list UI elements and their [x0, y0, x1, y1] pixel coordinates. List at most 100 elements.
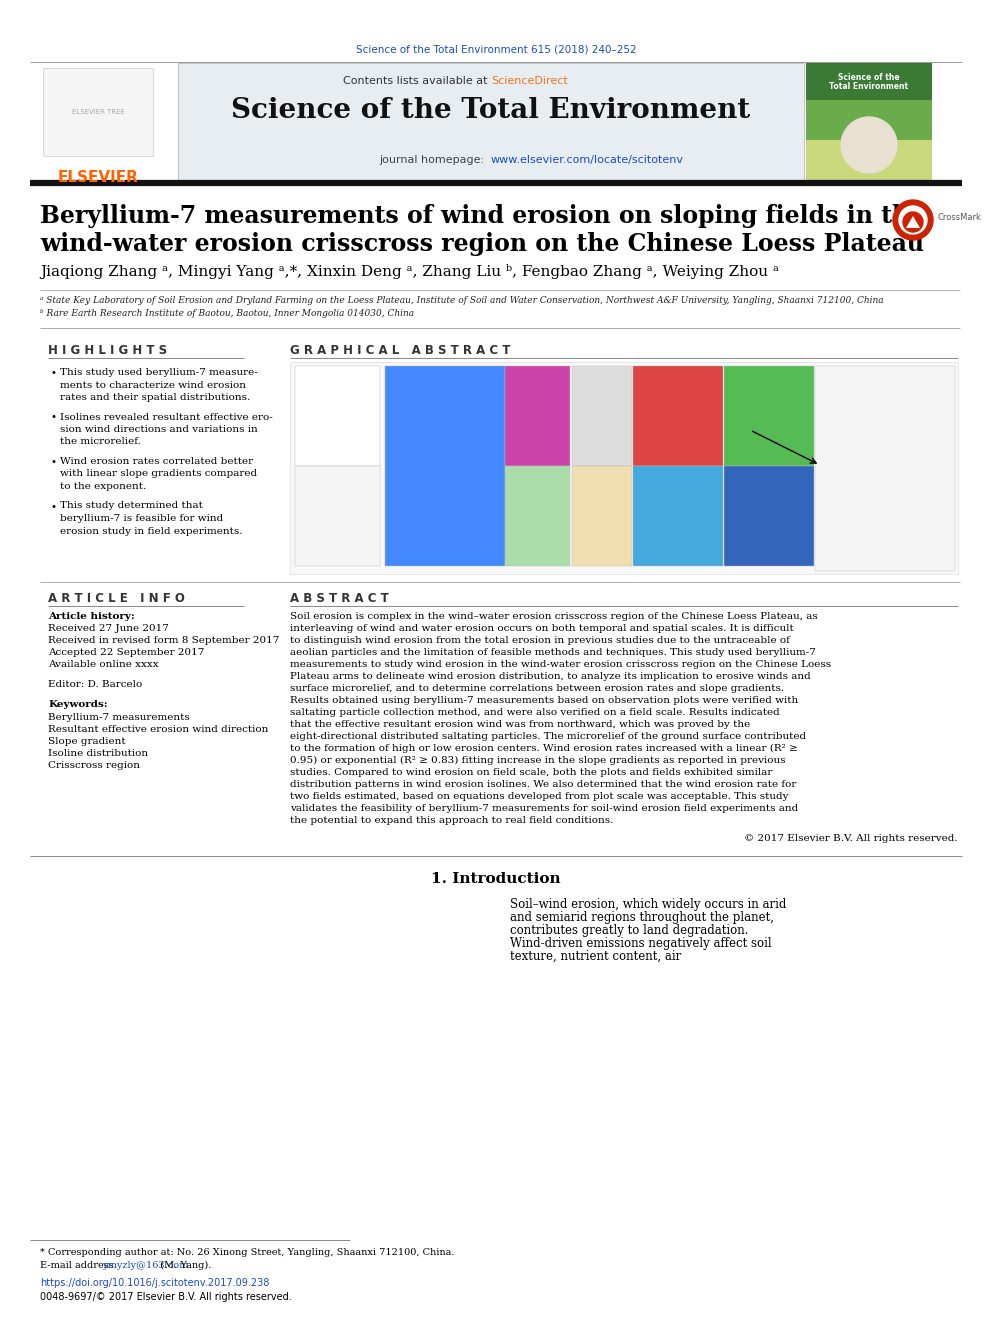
- Text: Contents lists available at: Contents lists available at: [343, 75, 491, 86]
- FancyBboxPatch shape: [572, 366, 632, 466]
- Text: G R A P H I C A L   A B S T R A C T: G R A P H I C A L A B S T R A C T: [290, 344, 510, 357]
- FancyBboxPatch shape: [30, 64, 178, 181]
- FancyBboxPatch shape: [505, 466, 570, 566]
- FancyBboxPatch shape: [572, 466, 632, 566]
- Text: 0.95) or exponential (R² ≥ 0.83) fitting increase in the slope gradients as repo: 0.95) or exponential (R² ≥ 0.83) fitting…: [290, 755, 786, 765]
- Text: surface microrelief, and to determine correlations between erosion rates and slo: surface microrelief, and to determine co…: [290, 684, 784, 693]
- Text: Results obtained using beryllium-7 measurements based on observation plots were : Results obtained using beryllium-7 measu…: [290, 696, 799, 705]
- Text: Wind erosion rates correlated better: Wind erosion rates correlated better: [60, 456, 253, 466]
- Text: Editor: D. Barcelo: Editor: D. Barcelo: [48, 680, 142, 689]
- Text: 0048-9697/© 2017 Elsevier B.V. All rights reserved.: 0048-9697/© 2017 Elsevier B.V. All right…: [40, 1293, 292, 1302]
- Text: Slope gradient: Slope gradient: [48, 737, 126, 746]
- Text: saltating particle collection method, and were also verified on a field scale. R: saltating particle collection method, an…: [290, 708, 780, 717]
- Text: aeolian particles and the limitation of feasible methods and techniques. This st: aeolian particles and the limitation of …: [290, 648, 815, 658]
- Text: the microrelief.: the microrelief.: [60, 438, 141, 446]
- Circle shape: [903, 212, 923, 232]
- Text: Plateau arms to delineate wind erosion distribution, to analyze its implication : Plateau arms to delineate wind erosion d…: [290, 672, 810, 681]
- FancyBboxPatch shape: [295, 366, 380, 466]
- Text: to distinguish wind erosion from the total erosion in previous studies due to th: to distinguish wind erosion from the tot…: [290, 636, 790, 646]
- Text: ᵃ State Key Laboratory of Soil Erosion and Dryland Farming on the Loess Plateau,: ᵃ State Key Laboratory of Soil Erosion a…: [40, 296, 884, 306]
- Text: Science of the: Science of the: [838, 73, 900, 82]
- Polygon shape: [906, 216, 920, 228]
- Text: to the exponent.: to the exponent.: [60, 482, 146, 491]
- Text: E-mail address:: E-mail address:: [40, 1261, 120, 1270]
- FancyBboxPatch shape: [806, 140, 932, 181]
- Text: Total Environment: Total Environment: [829, 82, 909, 91]
- FancyBboxPatch shape: [806, 101, 932, 181]
- Text: Isoline distribution: Isoline distribution: [48, 749, 148, 758]
- Text: ymyzly@163.com: ymyzly@163.com: [102, 1261, 188, 1270]
- Text: CrossMark: CrossMark: [938, 213, 982, 222]
- Text: https://doi.org/10.1016/j.scitotenv.2017.09.238: https://doi.org/10.1016/j.scitotenv.2017…: [40, 1278, 270, 1289]
- Text: ELSEVIER TREE: ELSEVIER TREE: [71, 108, 124, 115]
- Text: contributes greatly to land degradation.: contributes greatly to land degradation.: [510, 923, 749, 937]
- FancyBboxPatch shape: [43, 67, 153, 156]
- Text: Isolines revealed resultant effective ero-: Isolines revealed resultant effective er…: [60, 413, 273, 422]
- Text: distribution patterns in wind erosion isolines. We also determined that the wind: distribution patterns in wind erosion is…: [290, 781, 797, 789]
- Text: Crisscross region: Crisscross region: [48, 761, 140, 770]
- Text: www.elsevier.com/locate/scitotenv: www.elsevier.com/locate/scitotenv: [491, 155, 684, 165]
- Text: two fields estimated, based on equations developed from plot scale was acceptabl: two fields estimated, based on equations…: [290, 792, 789, 800]
- Text: Available online xxxx: Available online xxxx: [48, 660, 159, 669]
- Text: texture, nutrient content, air: texture, nutrient content, air: [510, 950, 682, 963]
- Text: © 2017 Elsevier B.V. All rights reserved.: © 2017 Elsevier B.V. All rights reserved…: [744, 833, 958, 843]
- Text: ELSEVIER: ELSEVIER: [58, 169, 139, 185]
- Text: •: •: [50, 501, 56, 512]
- Text: to the formation of high or low erosion centers. Wind erosion rates increased wi: to the formation of high or low erosion …: [290, 744, 798, 753]
- Text: validates the feasibility of beryllium-7 measurements for soil-wind erosion fiel: validates the feasibility of beryllium-7…: [290, 804, 799, 814]
- Text: Received 27 June 2017: Received 27 June 2017: [48, 624, 169, 632]
- FancyBboxPatch shape: [806, 64, 932, 181]
- Text: Wind-driven emissions negatively affect soil: Wind-driven emissions negatively affect …: [510, 937, 772, 950]
- Text: Beryllium-7 measurements of wind erosion on sloping fields in the: Beryllium-7 measurements of wind erosion…: [40, 204, 925, 228]
- Text: wind-water erosion crisscross region on the Chinese Loess Plateau: wind-water erosion crisscross region on …: [40, 232, 924, 255]
- Text: erosion study in field experiments.: erosion study in field experiments.: [60, 527, 242, 536]
- Text: Soil erosion is complex in the wind–water erosion crisscross region of the Chine: Soil erosion is complex in the wind–wate…: [290, 613, 817, 620]
- Text: Keywords:: Keywords:: [48, 700, 107, 709]
- Text: beryllium-7 is feasible for wind: beryllium-7 is feasible for wind: [60, 515, 223, 523]
- Text: •: •: [50, 413, 56, 422]
- Text: H I G H L I G H T S: H I G H L I G H T S: [48, 344, 167, 357]
- Text: ᵇ Rare Earth Research Institute of Baotou, Baotou, Inner Mongolia 014030, China: ᵇ Rare Earth Research Institute of Baoto…: [40, 310, 414, 318]
- Text: A B S T R A C T: A B S T R A C T: [290, 591, 389, 605]
- Text: Jiaqiong Zhang ᵃ, Mingyi Yang ᵃ,*, Xinxin Deng ᵃ, Zhang Liu ᵇ, Fengbao Zhang ᵃ, : Jiaqiong Zhang ᵃ, Mingyi Yang ᵃ,*, Xinxi…: [40, 265, 779, 279]
- FancyBboxPatch shape: [505, 366, 570, 466]
- Text: the potential to expand this approach to real field conditions.: the potential to expand this approach to…: [290, 816, 613, 826]
- Text: Science of the Total Environment: Science of the Total Environment: [231, 97, 751, 124]
- Text: rates and their spatial distributions.: rates and their spatial distributions.: [60, 393, 250, 402]
- Text: and semiarid regions throughout the planet,: and semiarid regions throughout the plan…: [510, 912, 774, 923]
- Circle shape: [841, 116, 897, 173]
- FancyBboxPatch shape: [633, 366, 723, 466]
- Circle shape: [899, 206, 927, 234]
- Text: with linear slope gradients compared: with linear slope gradients compared: [60, 470, 257, 479]
- Text: Science of the Total Environment 615 (2018) 240–252: Science of the Total Environment 615 (20…: [356, 44, 636, 54]
- Text: journal homepage:: journal homepage:: [379, 155, 491, 165]
- Text: (M. Yang).: (M. Yang).: [157, 1261, 211, 1270]
- FancyBboxPatch shape: [815, 366, 955, 572]
- Text: Article history:: Article history:: [48, 613, 135, 620]
- Text: Received in revised form 8 September 2017: Received in revised form 8 September 201…: [48, 636, 280, 646]
- FancyBboxPatch shape: [295, 466, 380, 566]
- Text: studies. Compared to wind erosion on field scale, both the plots and fields exhi: studies. Compared to wind erosion on fie…: [290, 767, 773, 777]
- Text: ScienceDirect: ScienceDirect: [491, 75, 567, 86]
- Text: that the effective resultant erosion wind was from northward, which was proved b: that the effective resultant erosion win…: [290, 720, 750, 729]
- Text: sion wind directions and variations in: sion wind directions and variations in: [60, 425, 258, 434]
- FancyBboxPatch shape: [290, 363, 958, 574]
- Text: This study used beryllium-7 measure-: This study used beryllium-7 measure-: [60, 368, 258, 377]
- FancyBboxPatch shape: [724, 366, 814, 466]
- Text: interleaving of wind and water erosion occurs on both temporal and spatial scale: interleaving of wind and water erosion o…: [290, 624, 794, 632]
- FancyBboxPatch shape: [724, 466, 814, 566]
- Text: eight-directional distributed saltating particles. The microrelief of the ground: eight-directional distributed saltating …: [290, 732, 806, 741]
- Text: Resultant effective erosion wind direction: Resultant effective erosion wind directi…: [48, 725, 269, 734]
- Text: •: •: [50, 456, 56, 467]
- Text: Accepted 22 September 2017: Accepted 22 September 2017: [48, 648, 204, 658]
- Text: measurements to study wind erosion in the wind-water erosion crisscross region o: measurements to study wind erosion in th…: [290, 660, 831, 669]
- Text: Beryllium-7 measurements: Beryllium-7 measurements: [48, 713, 189, 722]
- FancyBboxPatch shape: [178, 64, 804, 181]
- Text: ments to characterize wind erosion: ments to characterize wind erosion: [60, 381, 246, 389]
- Text: A R T I C L E   I N F O: A R T I C L E I N F O: [48, 591, 185, 605]
- Text: 1. Introduction: 1. Introduction: [432, 872, 560, 886]
- Text: Soil–wind erosion, which widely occurs in arid: Soil–wind erosion, which widely occurs i…: [510, 898, 787, 912]
- Text: •: •: [50, 368, 56, 378]
- Text: * Corresponding author at: No. 26 Xinong Street, Yangling, Shaanxi 712100, China: * Corresponding author at: No. 26 Xinong…: [40, 1248, 454, 1257]
- FancyBboxPatch shape: [385, 366, 505, 566]
